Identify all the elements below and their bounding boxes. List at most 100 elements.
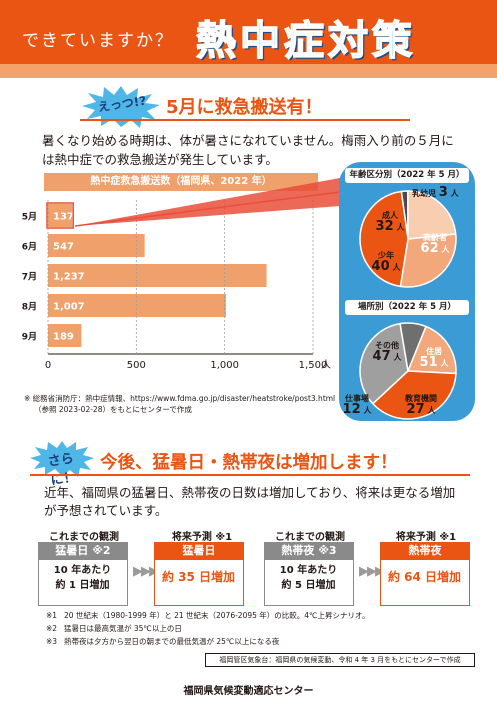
pie-place-label-other: その他 47 人 bbox=[366, 340, 408, 363]
pie-place-label-work-unit: 人 bbox=[363, 406, 372, 415]
pie-place-label-home-unit: 人 bbox=[440, 359, 449, 368]
obs-card-1: 猛暑日 ※2 10 年あたり 約 1 日増加 bbox=[38, 542, 128, 606]
obs-card-1-line2: 約 1 日増加 bbox=[55, 580, 110, 591]
future-card-2: 熱帯夜 約 64 日増加 bbox=[380, 542, 470, 606]
footnote-2-key: ※2 bbox=[46, 624, 58, 633]
pie-age-label-elderly-unit: 人 bbox=[441, 245, 450, 254]
arrow-right-icon: ▶▶▶ bbox=[133, 564, 159, 579]
future-card-1: 猛暑日 約 35 日増加 bbox=[154, 542, 244, 606]
pie-place-label-work-value: 12 bbox=[342, 402, 361, 417]
pie-age-label-infant-unit: 人 bbox=[450, 189, 459, 198]
pie-place-label-school: 教育機関 27 人 bbox=[396, 393, 446, 416]
obs-label-2: これまでの観測 bbox=[275, 532, 345, 543]
pie-age-label-youth: 少年 40 人 bbox=[364, 250, 408, 273]
bar-chart: 5月 137 6月 547 7月 1,237 8月 1,007 9月 189 0 500 1,000 1,… bbox=[22, 200, 331, 371]
obs-card-1-body: 10 年あたり 約 1 日増加 bbox=[39, 563, 126, 593]
page-title: 熱中症対策 bbox=[195, 17, 416, 65]
pie-age-label-youth-value: 40 bbox=[371, 259, 390, 274]
footnote-3-key: ※3 bbox=[46, 637, 58, 646]
pie-place-chart bbox=[359, 322, 457, 420]
pie-age-label-adult-unit: 人 bbox=[396, 223, 405, 232]
pie-age-label-adult: 成人 32 人 bbox=[368, 210, 412, 233]
arrow-right-icon: ▶▶▶ bbox=[359, 564, 385, 579]
header-question: できていますか？ bbox=[22, 31, 174, 51]
section1-underline bbox=[80, 119, 410, 121]
pie-place-label-other-value: 47 bbox=[372, 349, 391, 364]
section1-title: 5月に救急搬送有！ bbox=[166, 97, 323, 118]
section2-title: 今後、猛暑日・熱帯夜は増加します！ bbox=[100, 453, 398, 473]
obs-card-2-body: 10 年あたり 約 5 日増加 bbox=[265, 563, 352, 593]
pie-place-label-work: 仕事場 12 人 bbox=[340, 393, 374, 416]
obs-card-1-tag: 猛暑日 ※2 bbox=[38, 542, 128, 560]
pie-slice-高齢者 bbox=[359, 190, 409, 288]
pie-age-label-infant: 乳幼児 3 人 bbox=[412, 185, 482, 200]
footnote-1-key: ※1 bbox=[46, 611, 58, 620]
bar-value-label: 189 bbox=[53, 332, 74, 343]
pie-place-label-other-name: その他 bbox=[375, 341, 399, 350]
footer-org: 福岡県気候変動適応センター bbox=[183, 686, 314, 697]
pie-slice-少年 bbox=[399, 233, 457, 288]
footnote-3-text: 熱帯夜は夕方から翌日の朝までの最低気温が 25℃以上になる夜 bbox=[64, 637, 280, 646]
pie-age-label-youth-unit: 人 bbox=[392, 263, 401, 272]
obs-card-1-line1: 10 年あたり bbox=[53, 565, 112, 576]
bar-category-label: 8月 bbox=[22, 302, 37, 313]
pie-age-label-elderly-value: 62 bbox=[420, 241, 439, 256]
bar-category-label: 6月 bbox=[22, 242, 37, 253]
pie-slice-成人 bbox=[407, 190, 457, 240]
bar-9月 bbox=[48, 324, 82, 347]
pie-age-label-adult-name: 成人 bbox=[382, 211, 398, 220]
bar-category-label: 5月 bbox=[22, 212, 37, 223]
bar-value-label: 1,007 bbox=[53, 302, 85, 313]
pie-place-label-home-value: 51 bbox=[419, 355, 438, 370]
header-strip bbox=[0, 64, 497, 78]
pie-place-label-school-value: 27 bbox=[406, 402, 425, 417]
source-box: 福岡管区気象台：福岡県の気候変動、令和 4 年 3 月をもとにセンターで作成 bbox=[205, 653, 475, 667]
section2-intro: 近年、福岡県の猛暑日、熱帯夜の日数は増加しており、将来は更なる増加が予想されてい… bbox=[44, 485, 456, 518]
bar-highlight bbox=[46, 202, 74, 229]
pie-age-label-youth-name: 少年 bbox=[378, 251, 394, 260]
obs-label-1: これまでの観測 bbox=[49, 532, 119, 543]
bar-7月 bbox=[48, 264, 267, 287]
x-tick-label: 1,000 bbox=[210, 360, 239, 371]
pie-age-label-infant-name: 乳幼児 bbox=[412, 189, 436, 198]
x-unit-label: 人 bbox=[321, 359, 331, 371]
bar-5月 bbox=[48, 204, 73, 227]
pie-slice-教育機関 bbox=[406, 325, 457, 375]
pie-age-label-elderly-name: 高齢者 bbox=[423, 233, 447, 242]
pie-place-label-work-name: 仕事場 bbox=[345, 394, 369, 403]
x-tick-label: 500 bbox=[127, 360, 146, 371]
footnote-3: ※3 熱帯夜は夕方から翌日の朝までの最低気温が 25℃以上になる夜 bbox=[46, 635, 466, 648]
footnote-1-text: 20 世紀末（1980-1999 年）と 21 世紀末（2076-2095 年）… bbox=[64, 611, 370, 620]
pie-place-label-home: 住居 51 人 bbox=[414, 346, 454, 369]
pie-place-label-other-unit: 人 bbox=[393, 353, 402, 362]
x-tick-label: 0 bbox=[45, 360, 51, 371]
future-label-2: 将来予測 ※1 bbox=[395, 532, 457, 543]
pie-place-label-school-name: 教育機関 bbox=[405, 394, 437, 403]
pie-slice-その他 bbox=[359, 322, 409, 405]
bar-value-label: 137 bbox=[53, 212, 74, 223]
bar-category-label: 9月 bbox=[22, 332, 37, 343]
pie-place-label-school-unit: 人 bbox=[427, 406, 436, 415]
note-line-2: （参照 2023-02-28）をもとにセンターで作成 bbox=[34, 405, 192, 414]
pie-age-label-infant-value: 3 bbox=[438, 185, 448, 200]
bar-value-label: 547 bbox=[53, 242, 74, 253]
bar-category-label: 7月 bbox=[22, 272, 37, 283]
pie-age-title: 年齢区分別（2022 年 5 月） bbox=[345, 168, 469, 183]
header-banner bbox=[0, 0, 497, 78]
bar-chart-header: 熱中症救急搬送数（福岡県、2022 年） bbox=[44, 173, 318, 191]
footnotes: ※1 20 世紀末（1980-1999 年）と 21 世紀末（2076-2095 … bbox=[46, 609, 466, 648]
note-line-1: ※ 総務省消防庁：熱中症情報、https://www.fdma.go.jp/di… bbox=[24, 394, 336, 403]
bar-chart-note: ※ 総務省消防庁：熱中症情報、https://www.fdma.go.jp/di… bbox=[24, 393, 344, 415]
bar-6月 bbox=[48, 234, 145, 257]
pie-age-chart bbox=[359, 190, 457, 288]
future-card-1-value: 約 35 日増加 bbox=[161, 570, 236, 584]
pie-place-label-home-name: 住居 bbox=[426, 347, 442, 356]
future-label-1: 将来予測 ※1 bbox=[171, 532, 233, 543]
footnote-2: ※2 猛暑日は最高気温が 35℃以上の日 bbox=[46, 622, 466, 635]
obs-card-2-line1: 10 年あたり bbox=[279, 565, 338, 576]
more-burst-icon bbox=[30, 441, 94, 477]
obs-card-2-tag: 熱帯夜 ※3 bbox=[264, 542, 354, 560]
pie-age-label-elderly: 高齢者 62 人 bbox=[412, 232, 458, 255]
pie-place-title: 場所別（2022 年 5 月） bbox=[345, 300, 469, 315]
